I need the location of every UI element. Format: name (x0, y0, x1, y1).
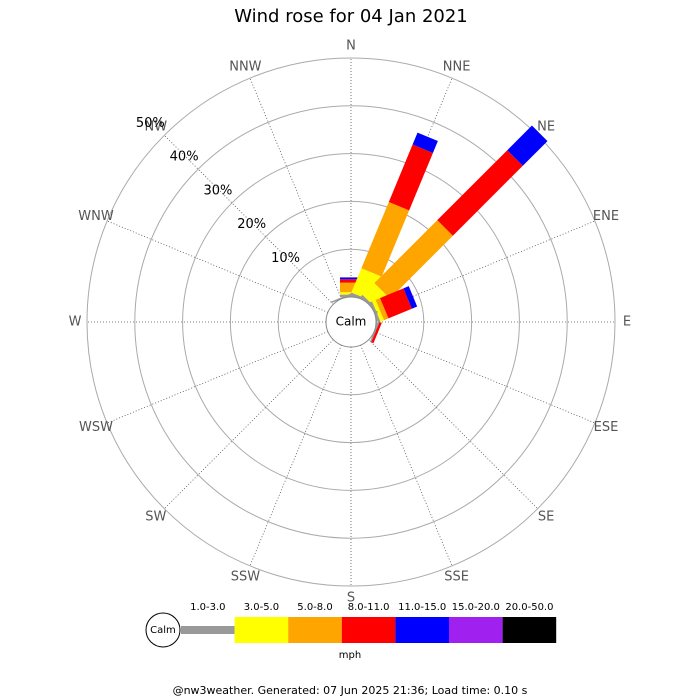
legend-label: 5.0-8.0 (297, 602, 332, 613)
legend-calm-circle (145, 612, 181, 648)
direction-label: NW (145, 119, 168, 134)
wind-bar-segment (507, 125, 548, 166)
direction-label: NNW (229, 60, 261, 75)
legend-swatch (449, 617, 503, 643)
footer: @nw3weather. Generated: 07 Jun 2025 21:3… (173, 684, 528, 697)
chart-title: Wind rose for 04 Jan 2021 (234, 6, 468, 27)
direction-label: SE (538, 510, 554, 525)
wind-bar-segment (340, 279, 362, 283)
wind-bar-segment (388, 144, 433, 211)
spoke (164, 339, 334, 509)
direction-label: WNW (78, 209, 114, 224)
legend-swatch (181, 626, 235, 634)
grid-ring (277, 248, 425, 396)
grid-ring (229, 200, 473, 444)
direction-label: N (346, 39, 356, 54)
ring-label: 20% (237, 217, 266, 232)
wind-bar-segment (330, 293, 352, 304)
wind-bar-segment (361, 201, 410, 277)
spoke (106, 331, 329, 424)
spoke (249, 77, 342, 300)
legend-swatch (288, 617, 342, 643)
direction-label: ENE (593, 209, 619, 224)
legend-swatch (341, 617, 396, 643)
grid-ring (86, 57, 616, 587)
spoke (360, 344, 453, 567)
legend-swatch (234, 617, 289, 643)
direction-label: WSW (79, 420, 113, 435)
direction-label: NE (537, 119, 555, 134)
calm-circle (325, 296, 377, 348)
legend-swatch (395, 617, 449, 643)
ring-label: 30% (203, 183, 232, 198)
direction-label: SW (145, 510, 166, 525)
legend-swatch (502, 617, 557, 643)
direction-label: NNE (443, 60, 471, 75)
wind-bar-segment (371, 321, 382, 344)
ring-label: 50% (136, 116, 165, 131)
direction-label: SSW (231, 569, 261, 584)
spoke (368, 339, 538, 509)
wind-bar-segment (374, 220, 453, 299)
wind-bar-segment (340, 282, 362, 293)
wind-bar-segment (412, 132, 438, 153)
legend-unit: mph (339, 650, 361, 661)
wind-bar-segment (372, 299, 385, 322)
ring-label: 40% (170, 150, 199, 165)
direction-label: SSE (444, 569, 469, 584)
calm-label: Calm (336, 315, 367, 329)
legend-label: 3.0-5.0 (244, 602, 279, 613)
legend-label: 1.0-3.0 (190, 602, 225, 613)
legend-label: 20.0-50.0 (505, 602, 553, 613)
ring-label: 10% (271, 251, 300, 266)
spoke (249, 344, 342, 567)
wind-bar-segment (340, 294, 362, 297)
direction-label: W (69, 315, 82, 330)
wind-bar-segment (380, 288, 412, 319)
legend-label: 8.0-11.0 (348, 602, 390, 613)
wind-bar-segment (437, 150, 523, 236)
wind-bar-segment (369, 321, 380, 343)
legend-label: 11.0-15.0 (398, 602, 446, 613)
wind-bar-segment (340, 277, 362, 280)
legend-label: 15.0-20.0 (452, 602, 500, 613)
legend-calm-label: Calm (150, 625, 176, 636)
direction-label: E (623, 315, 631, 330)
wind-bar-segment (375, 298, 389, 321)
grid-ring (182, 153, 520, 491)
spoke (373, 331, 596, 424)
direction-label: S (347, 591, 355, 606)
wind-bar-segment (369, 301, 381, 323)
direction-label: ESE (594, 420, 619, 435)
grid-ring (134, 105, 568, 539)
wind-bar-segment (403, 286, 418, 309)
spoke (106, 220, 329, 313)
spoke (164, 135, 334, 305)
